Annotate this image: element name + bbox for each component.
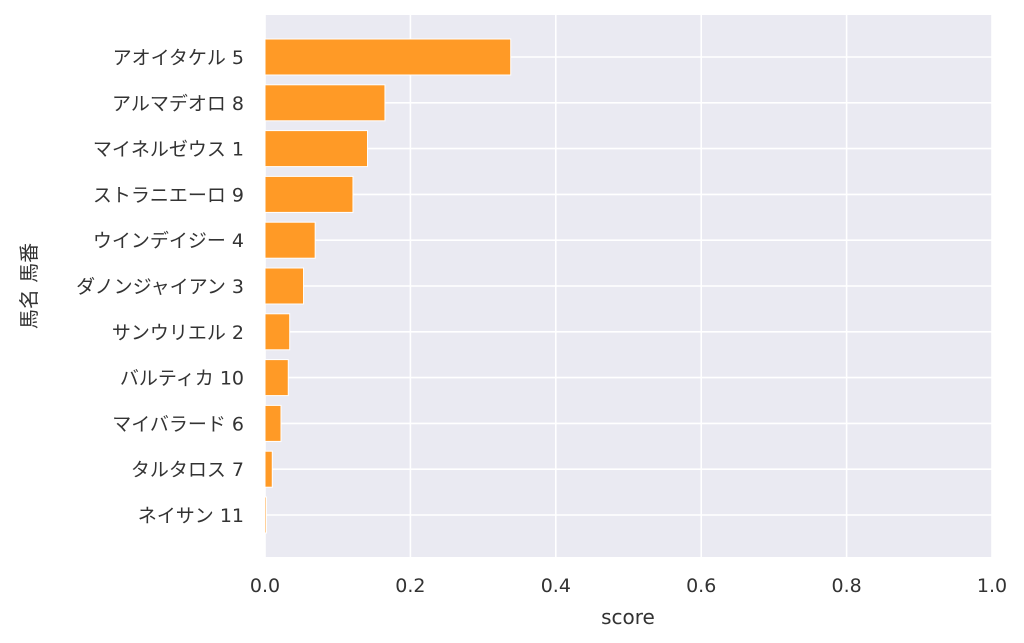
bar [264,313,291,351]
y-axis-label: 馬名 馬番 [17,243,41,329]
x-tick-label: 0.2 [395,575,425,597]
bar [264,84,386,122]
y-tick-label: ネイサン 11 [138,505,244,527]
y-tick-label: ダノンジャイアン 3 [76,276,244,298]
y-tick-label: バルティカ 10 [120,368,244,390]
bar [264,175,354,213]
bar [264,359,289,397]
bar [264,221,316,259]
x-tick-label: 0.4 [541,575,571,597]
y-tick-label: タルタロス 7 [131,459,244,481]
bar [264,38,512,76]
y-tick-label: マイバラード 6 [112,413,244,435]
y-tick-label: アルマデオロ 8 [112,93,244,115]
x-tick-label: 0.0 [250,575,280,597]
bar [264,404,282,442]
grid-lines [264,15,993,557]
y-tick-label: サンウリエル 2 [112,322,244,344]
bar [264,450,273,488]
y-tick-label: アオイタケル 5 [113,47,244,69]
x-tick-labels: 0.0 0.2 0.4 0.6 0.8 1.0 [250,575,1007,597]
y-tick-labels: アオイタケル 5 アルマデオロ 8 マイネルゼウス 1 ストラニエーロ 9 ウインデイジ… [76,47,244,527]
x-axis-label: score [601,605,655,629]
bar [264,130,369,168]
bars [264,38,512,534]
y-tick-label: マイネルゼウス 1 [93,139,244,161]
bar [264,267,305,305]
bar [264,496,267,534]
x-tick-label: 1.0 [977,575,1007,597]
x-tick-label: 0.6 [686,575,716,597]
y-tick-label: ウインデイジー 4 [93,230,244,252]
x-tick-label: 0.8 [831,575,861,597]
y-tick-label: ストラニエーロ 9 [93,184,244,206]
